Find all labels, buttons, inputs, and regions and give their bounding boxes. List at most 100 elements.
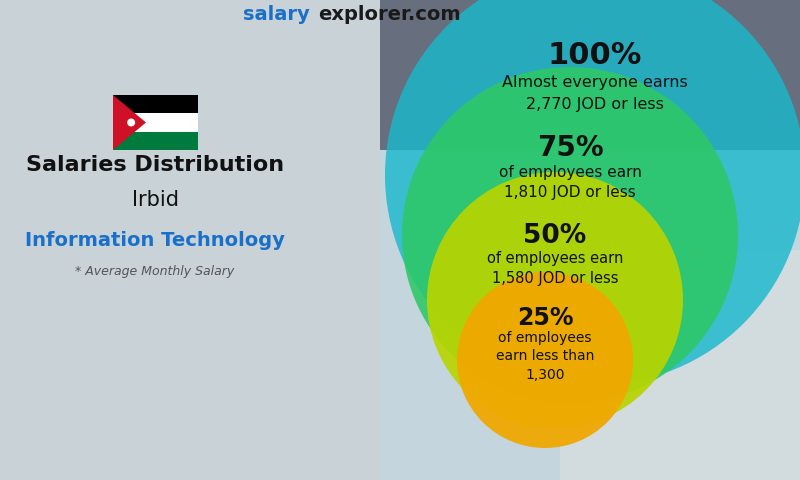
Text: salary: salary [243,4,310,24]
Bar [0,271,800,272]
Text: 75%: 75% [537,134,603,162]
Bar [0,478,800,479]
Bar [0,411,800,412]
Bar [0,346,800,347]
Bar [0,251,800,252]
Bar [0,253,800,254]
Bar [0,185,800,186]
Bar [0,96,800,97]
Bar [0,158,800,159]
Bar [0,62,800,63]
Bar [0,164,800,165]
Bar [0,93,800,94]
Bar [0,204,800,205]
Bar [0,135,800,136]
Bar [0,290,800,291]
Bar [0,165,800,166]
Bar [0,70,800,71]
Bar [0,203,800,204]
Bar [0,29,800,30]
Bar [0,216,800,217]
Bar [0,31,800,32]
Bar [0,237,800,238]
Bar [0,61,800,62]
Bar [0,64,800,65]
Bar [0,127,800,128]
Bar [0,160,800,161]
Circle shape [427,172,683,428]
Bar [0,388,800,389]
Bar [0,277,800,278]
Bar [0,233,800,234]
Bar [0,416,800,417]
Bar [0,377,800,378]
Bar [0,75,800,76]
Text: of employees: of employees [498,331,592,345]
Bar [0,337,800,338]
Bar [0,221,800,222]
Bar [0,78,800,79]
Bar [0,118,800,119]
Bar [0,23,800,24]
Text: earn less than: earn less than [496,349,594,363]
Bar [0,109,800,110]
Bar [0,302,800,303]
Bar [0,289,800,290]
Bar [0,442,800,443]
Bar [0,315,800,316]
Bar [0,242,800,243]
Bar [0,257,800,258]
Bar [0,229,800,230]
Bar [0,27,800,28]
Bar [0,69,800,70]
Bar [0,466,800,467]
Bar [0,455,800,456]
Bar [0,471,800,472]
Bar [0,73,800,74]
Bar [0,462,800,463]
Bar [0,356,800,357]
Bar [0,9,800,10]
Bar [0,395,800,396]
Bar [0,85,800,86]
Bar [0,115,800,116]
Bar [0,249,800,250]
Bar [0,452,800,453]
Bar [0,362,800,363]
Bar [0,191,800,192]
Bar [0,151,800,152]
Bar [0,301,800,302]
Text: of employees earn: of employees earn [487,251,623,265]
Bar [0,347,800,348]
Bar [0,1,800,2]
Bar [0,295,800,296]
Bar [0,55,800,56]
Bar [0,101,800,102]
Bar [0,138,800,139]
Bar [0,41,800,42]
Bar [0,293,800,294]
Bar [0,374,800,375]
Bar [0,45,800,46]
Bar [0,215,800,216]
Bar [0,459,800,460]
Bar [0,51,800,52]
Bar [0,325,800,326]
Bar [0,100,800,101]
Bar [0,420,800,421]
Bar [0,152,800,153]
Bar [0,384,800,385]
Bar [0,458,800,459]
Bar [0,183,800,184]
Bar [0,288,800,289]
Bar [0,365,800,366]
Bar [0,20,800,21]
Bar [0,121,800,122]
Bar [0,399,800,400]
Bar [0,430,800,431]
Bar [0,437,800,438]
Bar [0,168,800,169]
Bar [0,373,800,374]
Bar [0,162,800,163]
Bar [0,330,800,331]
